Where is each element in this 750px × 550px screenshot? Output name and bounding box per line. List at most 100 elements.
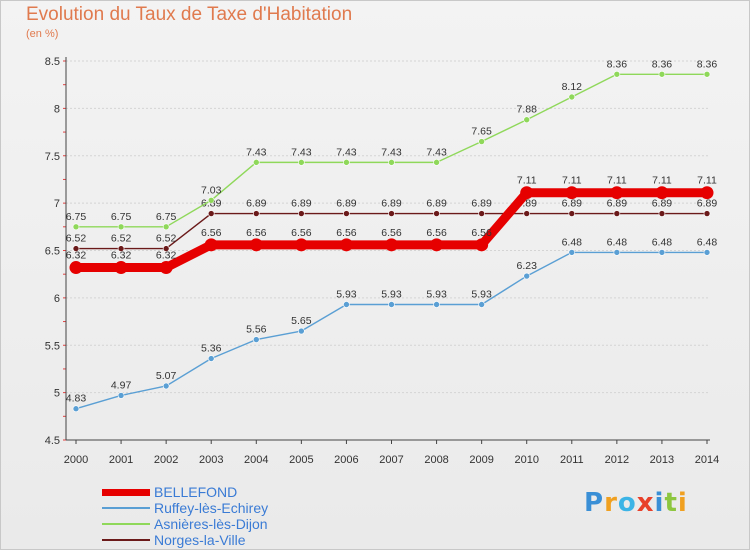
- data-label: 7.43: [426, 146, 447, 158]
- data-point: [700, 186, 714, 200]
- data-point: [339, 238, 353, 252]
- data-label: 6.89: [562, 198, 583, 210]
- y-tick-label: 4.5: [45, 435, 60, 447]
- data-point: [388, 210, 395, 217]
- data-point: [249, 238, 263, 252]
- logo-letter: o: [617, 488, 637, 518]
- data-point: [658, 210, 666, 217]
- data-point: [117, 223, 125, 231]
- data-point: [523, 116, 531, 124]
- data-point: [72, 245, 80, 252]
- data-point: [252, 336, 260, 343]
- data-point: [565, 186, 579, 200]
- data-point: [298, 159, 305, 166]
- data-point: [162, 223, 170, 231]
- data-label: 6.75: [111, 211, 132, 223]
- data-point: [658, 249, 666, 256]
- y-tick-label: 8: [54, 103, 60, 115]
- logo-letter: P: [584, 488, 605, 518]
- x-tick-label: 2003: [199, 454, 223, 466]
- data-label: 8.36: [607, 58, 628, 70]
- legend-swatch: [102, 523, 150, 525]
- legend-swatch: [102, 507, 150, 509]
- data-label: 7.11: [562, 175, 582, 187]
- series-ruffey-l-s-echirey: 4.83 4.97 5.07 5.36 5.56 5.65 5.93 5.93 5.93 5.93…: [66, 236, 717, 413]
- data-point: [523, 272, 531, 280]
- data-point: [294, 238, 308, 252]
- proxiti-logo: Proxiti: [584, 488, 688, 518]
- data-label: 6.56: [246, 227, 267, 239]
- data-label: 6.56: [471, 227, 492, 239]
- data-point: [343, 301, 350, 308]
- x-tick-label: 2002: [154, 454, 178, 466]
- data-label: 7.11: [652, 175, 672, 187]
- data-label: 6.89: [381, 198, 402, 210]
- data-point: [117, 392, 125, 399]
- data-label: 4.97: [111, 379, 132, 391]
- data-label: 5.93: [471, 289, 492, 301]
- x-tick-label: 2001: [109, 454, 133, 466]
- data-point: [610, 186, 624, 200]
- data-point: [703, 70, 711, 78]
- data-label: 8.36: [697, 58, 718, 70]
- data-label: 6.56: [201, 227, 222, 239]
- data-point: [162, 245, 170, 252]
- y-tick-label: 6: [54, 293, 60, 305]
- data-point: [252, 210, 260, 217]
- data-label: 6.32: [111, 250, 132, 262]
- data-label: 5.93: [381, 289, 402, 301]
- data-label: 5.36: [201, 343, 222, 355]
- data-label: 6.89: [336, 198, 357, 210]
- data-point: [703, 210, 711, 217]
- data-point: [658, 70, 666, 78]
- data-label: 7.88: [516, 104, 537, 116]
- data-label: 6.56: [291, 227, 312, 239]
- data-label: 6.89: [471, 198, 492, 210]
- data-label: 6.52: [156, 233, 177, 245]
- data-point: [72, 223, 80, 231]
- x-tick-label: 2012: [605, 454, 629, 466]
- data-point: [568, 93, 576, 101]
- data-point: [385, 238, 398, 252]
- data-label: 5.65: [291, 315, 312, 327]
- data-point: [613, 70, 621, 78]
- x-tick-label: 2010: [514, 454, 538, 466]
- y-tick-label: 5: [54, 388, 60, 400]
- data-label: 6.89: [607, 198, 628, 210]
- data-point: [114, 261, 128, 275]
- data-point: [388, 301, 395, 308]
- data-label: 6.32: [156, 250, 177, 262]
- data-label: 7.43: [291, 146, 312, 158]
- data-point: [478, 210, 485, 217]
- data-label: 6.56: [426, 227, 447, 239]
- x-tick-label: 2007: [379, 454, 403, 466]
- data-point: [207, 210, 215, 217]
- legend-label: Norges-la-Ville: [154, 532, 246, 548]
- data-point: [298, 327, 305, 335]
- data-point: [204, 238, 218, 252]
- data-label: 7.65: [471, 126, 492, 138]
- data-label: 6.52: [66, 233, 87, 245]
- data-point: [343, 210, 350, 217]
- series-asni-res-l-s-dijon: 6.75 6.75 6.75 7.03 7.43 7.43 7.43 7.43 7.43 7.65…: [66, 58, 718, 231]
- data-point: [568, 210, 576, 217]
- x-tick-label: 2009: [469, 454, 493, 466]
- data-label: 7.43: [246, 146, 267, 158]
- logo-letter: x: [636, 488, 655, 518]
- data-label: 6.52: [111, 233, 132, 245]
- data-point: [159, 261, 173, 275]
- data-point: [475, 238, 489, 252]
- data-label: 8.36: [652, 58, 673, 70]
- data-label: 4.83: [66, 393, 87, 405]
- y-tick-label: 6.5: [45, 246, 60, 258]
- legend-label: Asnières-lès-Dijon: [154, 516, 268, 532]
- chart-title: Evolution du Taux de Taxe d'Habitation: [26, 4, 353, 25]
- data-label: 7.43: [336, 146, 357, 158]
- data-label: 7.11: [697, 175, 717, 187]
- chart-unit-label: (en %): [26, 28, 59, 40]
- data-point: [478, 301, 485, 308]
- data-label: 7.11: [607, 175, 627, 187]
- data-point: [252, 159, 260, 166]
- data-label: 6.56: [336, 227, 357, 239]
- series-line: [75, 251, 707, 410]
